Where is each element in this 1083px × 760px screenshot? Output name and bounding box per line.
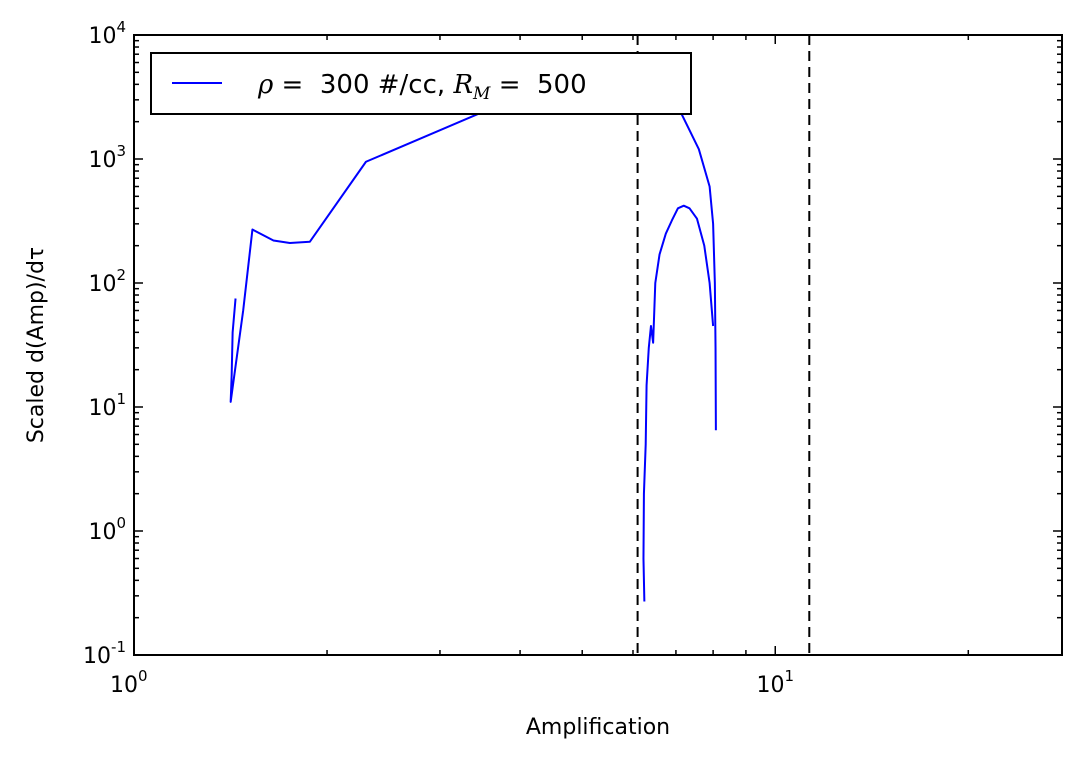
y-tick-label-2-exponent: 1 bbox=[116, 390, 126, 408]
y-tick-label-3-base: 10 bbox=[88, 272, 116, 297]
axis-ticks bbox=[133, 34, 1062, 656]
x-tick-label-1-base: 10 bbox=[756, 673, 784, 698]
y-tick-label-4-base: 10 bbox=[88, 148, 116, 173]
y-tick-label-1-exponent: 0 bbox=[116, 514, 126, 532]
legend-rm-symbol: R bbox=[452, 70, 473, 100]
y-tick-label-2-base: 10 bbox=[88, 396, 116, 421]
x-tick-label-0: 100 bbox=[110, 667, 148, 698]
plot-frame bbox=[133, 34, 1063, 656]
legend-rho-symbol: ρ bbox=[257, 70, 274, 100]
y-tick-label-1-base: 10 bbox=[88, 520, 116, 545]
y-tick-label-1: 100 bbox=[88, 514, 126, 545]
y-tick-label-2: 101 bbox=[88, 390, 126, 421]
y-axis-label: Scaled d(Amp)/dτ bbox=[24, 247, 49, 443]
x-tick-label-1-exponent: 1 bbox=[784, 667, 794, 685]
legend-rm-value: = 500 bbox=[490, 70, 586, 100]
y-tick-label-0: 10-1 bbox=[83, 638, 126, 669]
series-line-0-segment-0 bbox=[229, 95, 500, 403]
y-tick-label-5: 104 bbox=[88, 18, 126, 49]
x-tick-label-1: 101 bbox=[756, 667, 794, 698]
x-tick-label-0-base: 10 bbox=[110, 673, 138, 698]
plot-marks bbox=[229, 35, 811, 655]
y-tick-label-3: 102 bbox=[88, 266, 126, 297]
x-axis-label: Amplification bbox=[526, 715, 670, 740]
x-tick-label-0-exponent: 0 bbox=[138, 667, 148, 685]
y-tick-label-0-exponent: -1 bbox=[111, 638, 126, 656]
legend-entry: ρ = 300 #/cc, RM = 500 bbox=[257, 70, 587, 104]
y-tick-label-0-base: 10 bbox=[83, 644, 111, 669]
y-tick-label-4-exponent: 3 bbox=[116, 142, 126, 160]
legend-rm-subscript: M bbox=[472, 84, 491, 104]
series-line-0-segment-1 bbox=[672, 95, 717, 431]
y-tick-label-5-exponent: 4 bbox=[116, 18, 126, 36]
y-tick-label-5-base: 10 bbox=[88, 24, 116, 49]
legend-box bbox=[150, 52, 692, 115]
legend-rho-value: = 300 #/cc, bbox=[273, 70, 453, 100]
legend: ρ = 300 #/cc, RM = 500 bbox=[150, 52, 692, 115]
y-tick-label-4: 103 bbox=[88, 142, 126, 173]
y-tick-label-3-exponent: 2 bbox=[116, 266, 126, 284]
series-line-0-segment-2 bbox=[642, 204, 715, 602]
